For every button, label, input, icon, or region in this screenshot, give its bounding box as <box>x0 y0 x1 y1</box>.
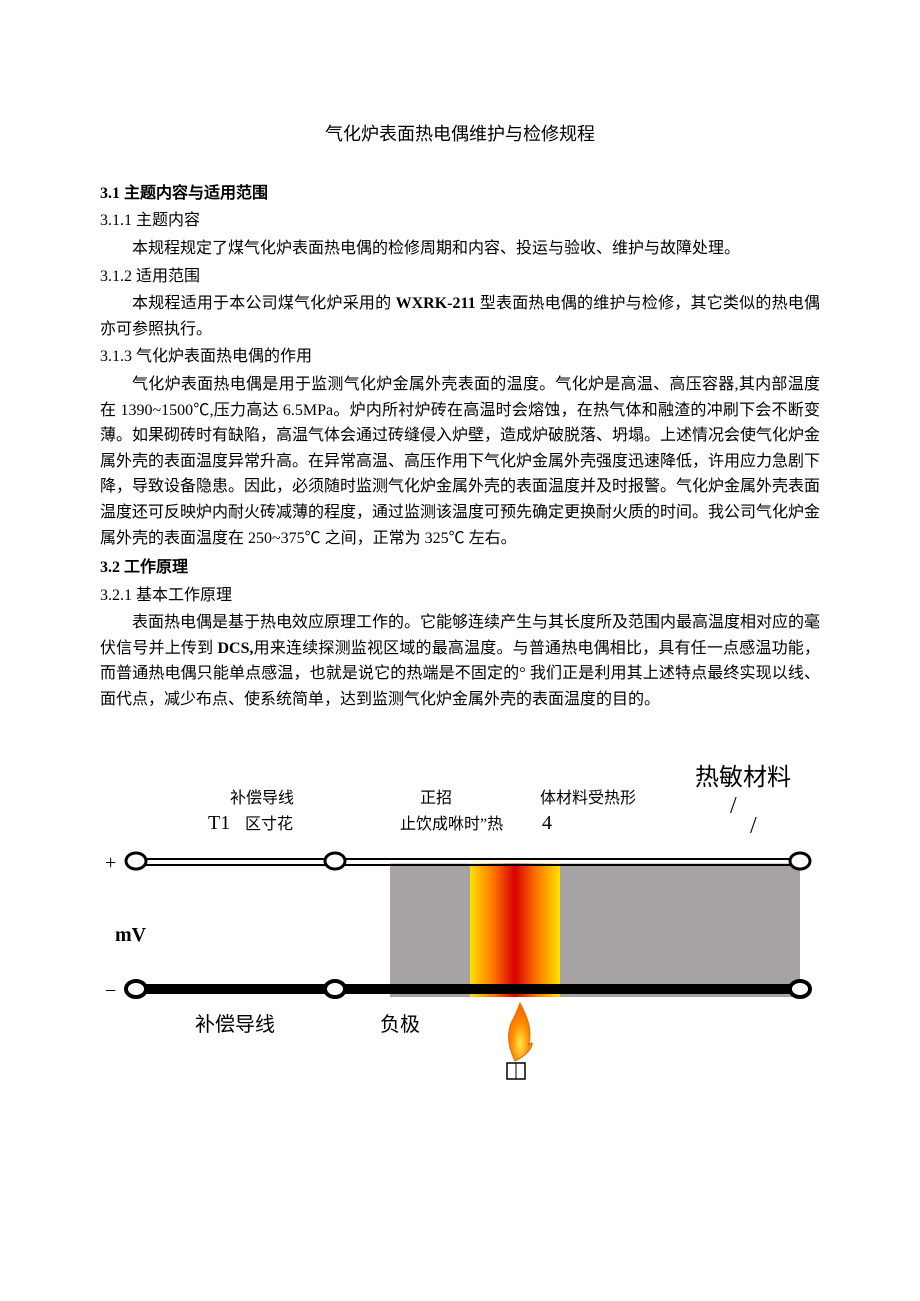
section-3-1-heading: 主题内容与适用范围 <box>120 185 268 202</box>
minus-sign: − <box>105 980 116 1002</box>
label-stop: 止饮成咻时”热 <box>400 815 503 833</box>
label-sensitive-material: 热敏材料 <box>695 764 791 791</box>
section-3-1-2-header: 3.1.2 适用范围 <box>100 264 820 290</box>
label-four: 4 <box>542 812 552 834</box>
thermocouple-diagram: 补偿导线 正招 体材料受热形 热敏材料 T1 区寸花 止饮成咻时”热 4 / /… <box>100 731 840 1100</box>
label-heat-deform: 体材料受热形 <box>540 789 636 807</box>
section-3-2-heading: 工作原理 <box>120 559 188 576</box>
label-mv: mV <box>115 924 147 946</box>
terminal-bot-right <box>790 981 810 997</box>
section-3-2-header: 3.2 工作原理 <box>100 555 820 581</box>
section-3-1-2-body: 本规程适用于本公司煤气化炉采用的 WXRK-211 型表面热电偶的维护与检修，其… <box>100 291 820 342</box>
joint-bot <box>325 981 345 997</box>
terminal-bot-left <box>126 981 146 997</box>
sensitive-block <box>390 863 800 997</box>
label-comp-top: 补偿导线 <box>230 789 294 807</box>
label-pos-pole: 正招 <box>420 789 452 807</box>
section-3-2-1-body: 表面热电偶是基于热电效应原理工作的。它能够连续产生与其长度所及范围内最高温度相对… <box>100 610 820 712</box>
flame-icon <box>509 1003 532 1061</box>
section-3-1-3-header: 3.1.3 气化炉表面热电偶的作用 <box>100 344 820 370</box>
section-3-1-1-header: 3.1.1 主题内容 <box>100 208 820 234</box>
label-zone: 区寸花 <box>245 815 293 833</box>
section-3-1-header: 3.1 主题内容与适用范围 <box>100 181 820 207</box>
terminal-top-left <box>126 853 146 869</box>
document-title: 气化炉表面热电偶维护与检修规程 <box>100 120 820 149</box>
label-t1: T1 <box>208 812 230 834</box>
label-comp-bottom: 补偿导线 <box>195 1013 275 1036</box>
label-slash-top: / <box>730 793 737 819</box>
thermocouple-model: WXRK-211 <box>396 295 476 312</box>
section-3-1-1-body: 本规程规定了煤气化炉表面热电偶的检修周期和内容、投运与验收、维护与故障处理。 <box>100 236 820 262</box>
joint-top <box>325 853 345 869</box>
terminal-top-right <box>790 853 810 869</box>
thermocouple-diagram-svg: 补偿导线 正招 体材料受热形 热敏材料 T1 区寸花 止饮成咻时”热 4 / /… <box>100 731 840 1091</box>
label-slash-right: / <box>750 813 757 839</box>
section-3-1-3-body: 气化炉表面热电偶是用于监测气化炉金属外壳表面的温度。气化炉是高温、高压容器,其内… <box>100 372 820 551</box>
label-neg-pole: 负极 <box>380 1013 420 1036</box>
dcs-label: DCS, <box>217 640 253 657</box>
section-3-2-num: 3.2 <box>100 559 120 576</box>
section-3-1-2-body-a: 本规程适用于本公司煤气化炉采用的 <box>132 295 396 312</box>
section-3-1-num: 3.1 <box>100 185 120 202</box>
heat-gradient-region <box>470 863 560 997</box>
section-3-2-1-header: 3.2.1 基本工作原理 <box>100 583 820 609</box>
plus-sign: + <box>105 852 116 874</box>
